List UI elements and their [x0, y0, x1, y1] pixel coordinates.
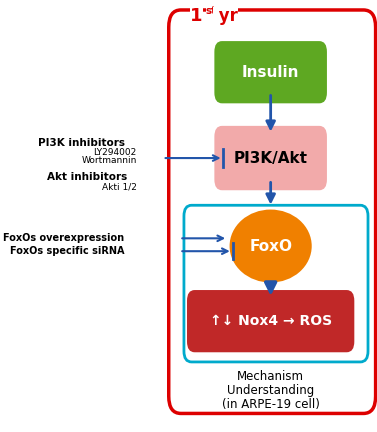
Text: Mechanism: Mechanism [237, 371, 304, 384]
Text: Akti 1/2: Akti 1/2 [102, 182, 137, 191]
Text: Akt inhibitors: Akt inhibitors [48, 172, 128, 182]
Text: yr: yr [213, 7, 238, 25]
Text: st: st [206, 6, 217, 16]
Text: Wortmannin: Wortmannin [81, 156, 137, 165]
Text: 1: 1 [190, 7, 202, 25]
Text: Understanding: Understanding [227, 384, 314, 397]
Ellipse shape [230, 210, 312, 283]
Text: PI3K/Akt: PI3K/Akt [234, 151, 308, 165]
Text: FoxO: FoxO [249, 238, 292, 254]
Text: LY294002: LY294002 [93, 148, 137, 157]
Text: (in ARPE-19 cell): (in ARPE-19 cell) [222, 398, 320, 411]
FancyBboxPatch shape [215, 41, 327, 103]
Text: Insulin: Insulin [242, 65, 299, 80]
Text: FoxOs specific siRNA: FoxOs specific siRNA [10, 246, 125, 256]
Text: ↑↓ Nox4 → ROS: ↑↓ Nox4 → ROS [210, 314, 332, 328]
Text: PI3K inhibitors: PI3K inhibitors [38, 138, 125, 148]
FancyBboxPatch shape [215, 126, 327, 190]
Text: FoxOs overexpression: FoxOs overexpression [3, 233, 125, 243]
FancyBboxPatch shape [187, 290, 354, 352]
